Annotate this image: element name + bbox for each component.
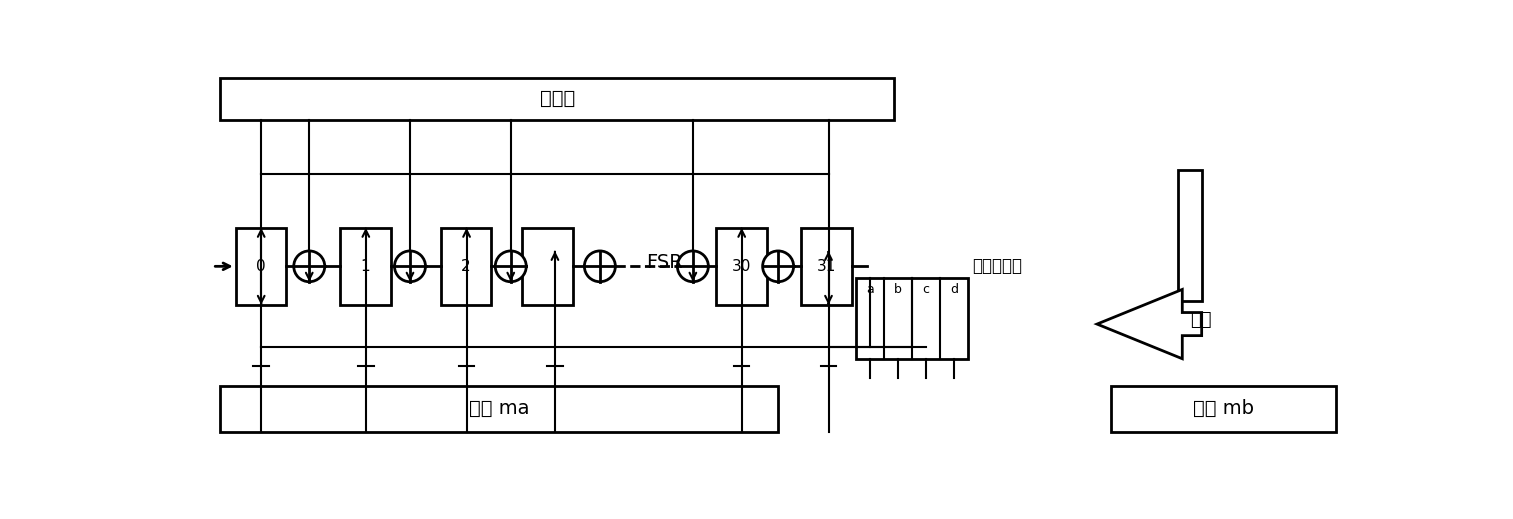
Bar [340,228,390,305]
Circle shape [294,251,325,282]
Text: 31: 31 [817,259,837,274]
Bar [219,386,778,432]
Circle shape [584,251,616,282]
Text: c: c [923,283,929,296]
Text: 步进: 步进 [1191,311,1212,329]
Text: 1: 1 [360,259,371,274]
Circle shape [395,251,425,282]
Polygon shape [1097,290,1201,359]
Text: FSR: FSR [646,253,684,272]
Bar [716,228,767,305]
Bar [802,228,852,305]
Bar [1179,170,1201,301]
Text: 0: 0 [256,259,266,274]
Text: 参数 mb: 参数 mb [1194,399,1254,418]
Text: a: a [865,283,873,296]
Bar [236,228,286,305]
Bar [1112,386,1336,432]
Text: 2: 2 [461,259,471,274]
Text: b: b [894,283,902,296]
Bar [856,278,968,359]
Bar [219,78,894,120]
Text: d: d [950,283,958,296]
Text: 组合们焵路: 组合们焵路 [971,257,1021,276]
Text: 参数 ma: 参数 ma [469,399,530,418]
Text: 数据区: 数据区 [540,89,575,108]
Bar [522,228,573,305]
Circle shape [763,251,794,282]
Circle shape [495,251,527,282]
Text: 30: 30 [732,259,750,274]
Circle shape [678,251,708,282]
Bar [440,228,492,305]
